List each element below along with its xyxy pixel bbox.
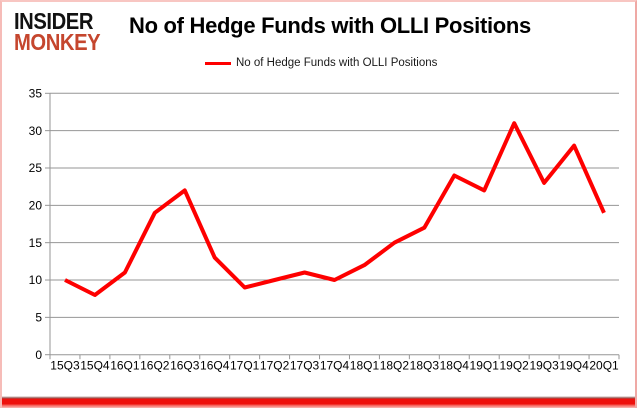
x-axis-label: 19Q3 bbox=[529, 359, 559, 373]
y-axis-label: 25 bbox=[29, 161, 43, 175]
legend-label: No of Hedge Funds with OLLI Positions bbox=[236, 57, 438, 69]
logo-insider-text: INSIDER bbox=[14, 8, 94, 34]
x-axis-label: 15Q4 bbox=[80, 359, 110, 373]
y-axis-label: 0 bbox=[35, 348, 42, 362]
x-axis-label: 16Q1 bbox=[110, 359, 140, 373]
x-axis-label: 18Q4 bbox=[440, 359, 470, 373]
bottom-red-border bbox=[2, 396, 635, 408]
y-axis-label: 20 bbox=[29, 199, 43, 213]
x-axis-label: 17Q2 bbox=[260, 359, 290, 373]
y-axis-label: 10 bbox=[29, 273, 43, 287]
legend-line-swatch bbox=[205, 61, 231, 65]
x-axis-label: 16Q2 bbox=[140, 359, 170, 373]
x-axis-label: 17Q4 bbox=[320, 359, 350, 373]
chart-title: No of Hedge Funds with OLLI Positions bbox=[129, 13, 531, 38]
x-axis-label: 19Q1 bbox=[470, 359, 500, 373]
x-axis-label: 18Q2 bbox=[380, 359, 410, 373]
x-axis-label: 17Q1 bbox=[230, 359, 260, 373]
legend: No of Hedge Funds with OLLI Positions bbox=[205, 57, 437, 69]
y-axis-label: 35 bbox=[29, 87, 43, 101]
x-axis-label: 16Q4 bbox=[200, 359, 230, 373]
series-line bbox=[64, 121, 606, 297]
x-axis-label: 15Q3 bbox=[50, 359, 80, 373]
x-axis-label: 19Q4 bbox=[559, 359, 589, 373]
x-axis-label: 18Q1 bbox=[350, 359, 380, 373]
logo-monkey-text: MONKEY bbox=[14, 29, 101, 55]
y-axis-label: 15 bbox=[29, 236, 43, 250]
y-axis-label: 5 bbox=[35, 311, 42, 325]
insider-monkey-logo: INSIDER MONKEY bbox=[14, 8, 101, 55]
x-axis-label: 18Q3 bbox=[410, 359, 440, 373]
x-axis-label: 19Q2 bbox=[500, 359, 530, 373]
x-axis-label: 16Q3 bbox=[170, 359, 200, 373]
y-axis-label: 30 bbox=[29, 124, 43, 138]
x-axis-label: 17Q3 bbox=[290, 359, 320, 373]
x-axis-label: 20Q1 bbox=[589, 359, 619, 373]
